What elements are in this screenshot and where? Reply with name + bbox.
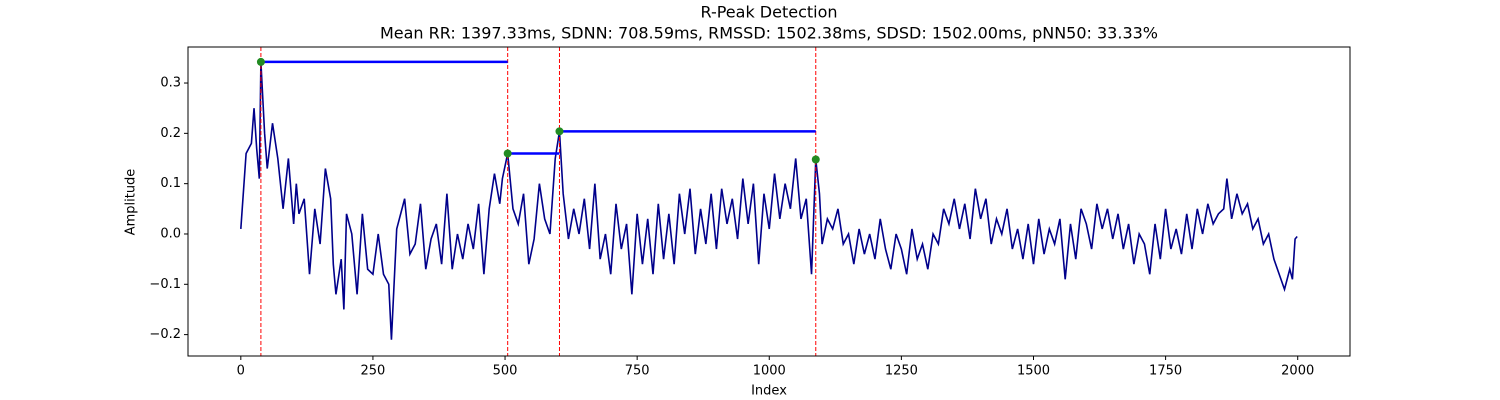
y-axis-label: Amplitude [124,169,139,236]
y-tick-label: −0.1 [149,277,181,292]
x-tick-label: 1250 [885,364,918,379]
peak-marker [503,149,512,158]
y-tick-label: 0.1 [160,176,181,191]
plot-frame [187,46,1351,357]
y-tick-label: 0.2 [160,126,181,141]
chart-subtitle: Mean RR: 1397.33ms, SDNN: 708.59ms, RMSS… [380,24,1158,43]
y-tick-label: −0.2 [149,327,181,342]
x-tick-label: 250 [361,364,386,379]
x-tick-label: 500 [493,364,518,379]
x-tick-label: 1750 [1149,364,1182,379]
x-axis-label: Index [751,384,787,399]
peak-marker [555,127,564,136]
x-tick-label: 1000 [753,364,786,379]
y-tick-label: 0.3 [160,76,181,91]
signal-line [240,61,1298,340]
peak-marker [811,155,820,164]
x-tick-label: 0 [237,364,245,379]
x-tick-label: 1500 [1017,364,1050,379]
x-tick-label: 750 [625,364,650,379]
y-tick-label: 0.0 [160,226,181,241]
peak-marker [256,57,265,66]
chart-title: R-Peak Detection [700,3,837,22]
x-tick-label: 2000 [1281,364,1314,379]
